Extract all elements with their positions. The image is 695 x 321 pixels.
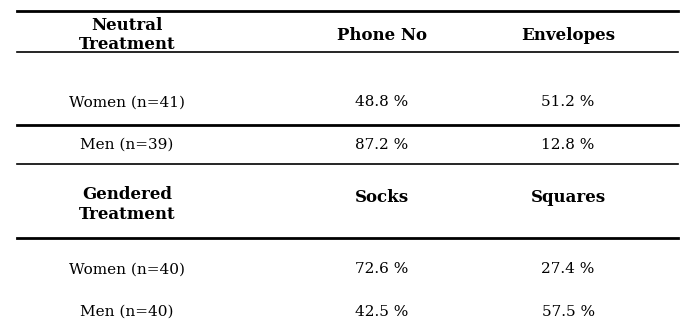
Text: Women (n=41): Women (n=41) (69, 95, 185, 109)
Text: 48.8 %: 48.8 % (355, 95, 409, 109)
Text: Gendered
Treatment: Gendered Treatment (79, 186, 175, 223)
Text: 51.2 %: 51.2 % (541, 95, 595, 109)
Text: Men (n=39): Men (n=39) (80, 138, 174, 152)
Text: Men (n=40): Men (n=40) (80, 305, 174, 319)
Text: 42.5 %: 42.5 % (355, 305, 409, 319)
Text: 12.8 %: 12.8 % (541, 138, 595, 152)
Text: 57.5 %: 57.5 % (541, 305, 595, 319)
Text: 27.4 %: 27.4 % (541, 262, 595, 276)
Text: Women (n=40): Women (n=40) (69, 262, 185, 276)
Text: Socks: Socks (355, 189, 409, 205)
Text: Squares: Squares (530, 189, 605, 205)
Text: Envelopes: Envelopes (521, 27, 615, 44)
Text: 87.2 %: 87.2 % (355, 138, 409, 152)
Text: Phone No: Phone No (337, 27, 427, 44)
Text: 72.6 %: 72.6 % (355, 262, 409, 276)
Text: Neutral
Treatment: Neutral Treatment (79, 17, 175, 54)
